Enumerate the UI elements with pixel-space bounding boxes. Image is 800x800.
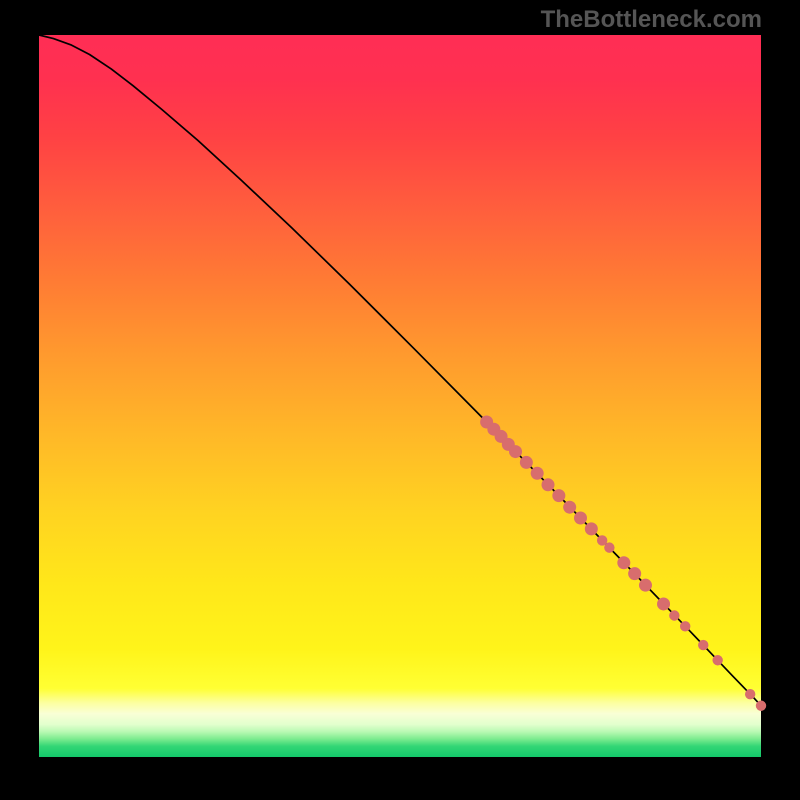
scatter-point (574, 512, 587, 525)
scatter-point (552, 489, 565, 502)
chart-svg (0, 0, 800, 800)
scatter-point (563, 501, 576, 514)
scatter-point (604, 542, 614, 552)
scatter-point (756, 701, 766, 711)
scatter-point (617, 556, 630, 569)
scatter-point (542, 478, 555, 491)
scatter-point (657, 597, 670, 610)
scatter-point (698, 640, 708, 650)
watermark: TheBottleneck.com (541, 6, 762, 34)
scatter-point (712, 655, 722, 665)
scatter-point (680, 621, 690, 631)
scatter-point (520, 456, 533, 469)
scatter-point (585, 522, 598, 535)
plot-background-gradient (39, 35, 761, 757)
scatter-point (745, 689, 755, 699)
scatter-point (628, 567, 641, 580)
figure-root: TheBottleneck.com (0, 0, 800, 800)
scatter-point (639, 579, 652, 592)
scatter-point (531, 467, 544, 480)
scatter-point (509, 445, 522, 458)
scatter-point (669, 610, 679, 620)
